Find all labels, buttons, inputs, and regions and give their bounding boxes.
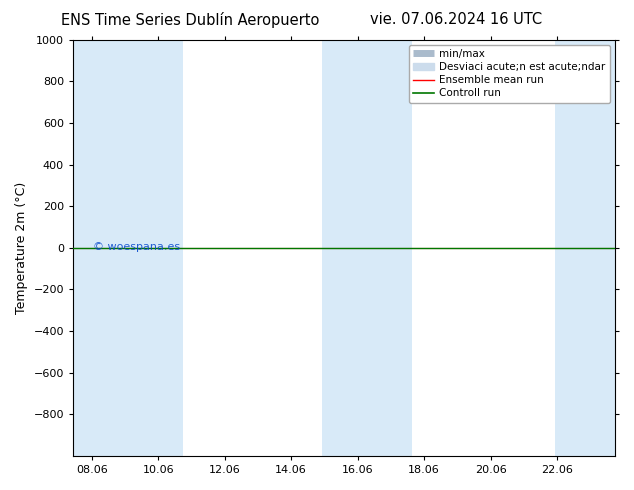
Bar bbox=[322, 40, 372, 456]
Bar bbox=[555, 40, 615, 456]
Y-axis label: Temperature 2m (°C): Temperature 2m (°C) bbox=[15, 182, 28, 314]
Bar bbox=[372, 40, 412, 456]
Bar bbox=[133, 40, 183, 456]
Text: ENS Time Series Dublín Aeropuerto: ENS Time Series Dublín Aeropuerto bbox=[61, 12, 320, 28]
Text: © woespana.es: © woespana.es bbox=[93, 242, 180, 252]
Bar bbox=[73, 40, 133, 456]
Legend: min/max, Desviaci acute;n est acute;ndar, Ensemble mean run, Controll run: min/max, Desviaci acute;n est acute;ndar… bbox=[409, 45, 610, 103]
Text: vie. 07.06.2024 16 UTC: vie. 07.06.2024 16 UTC bbox=[370, 12, 543, 27]
